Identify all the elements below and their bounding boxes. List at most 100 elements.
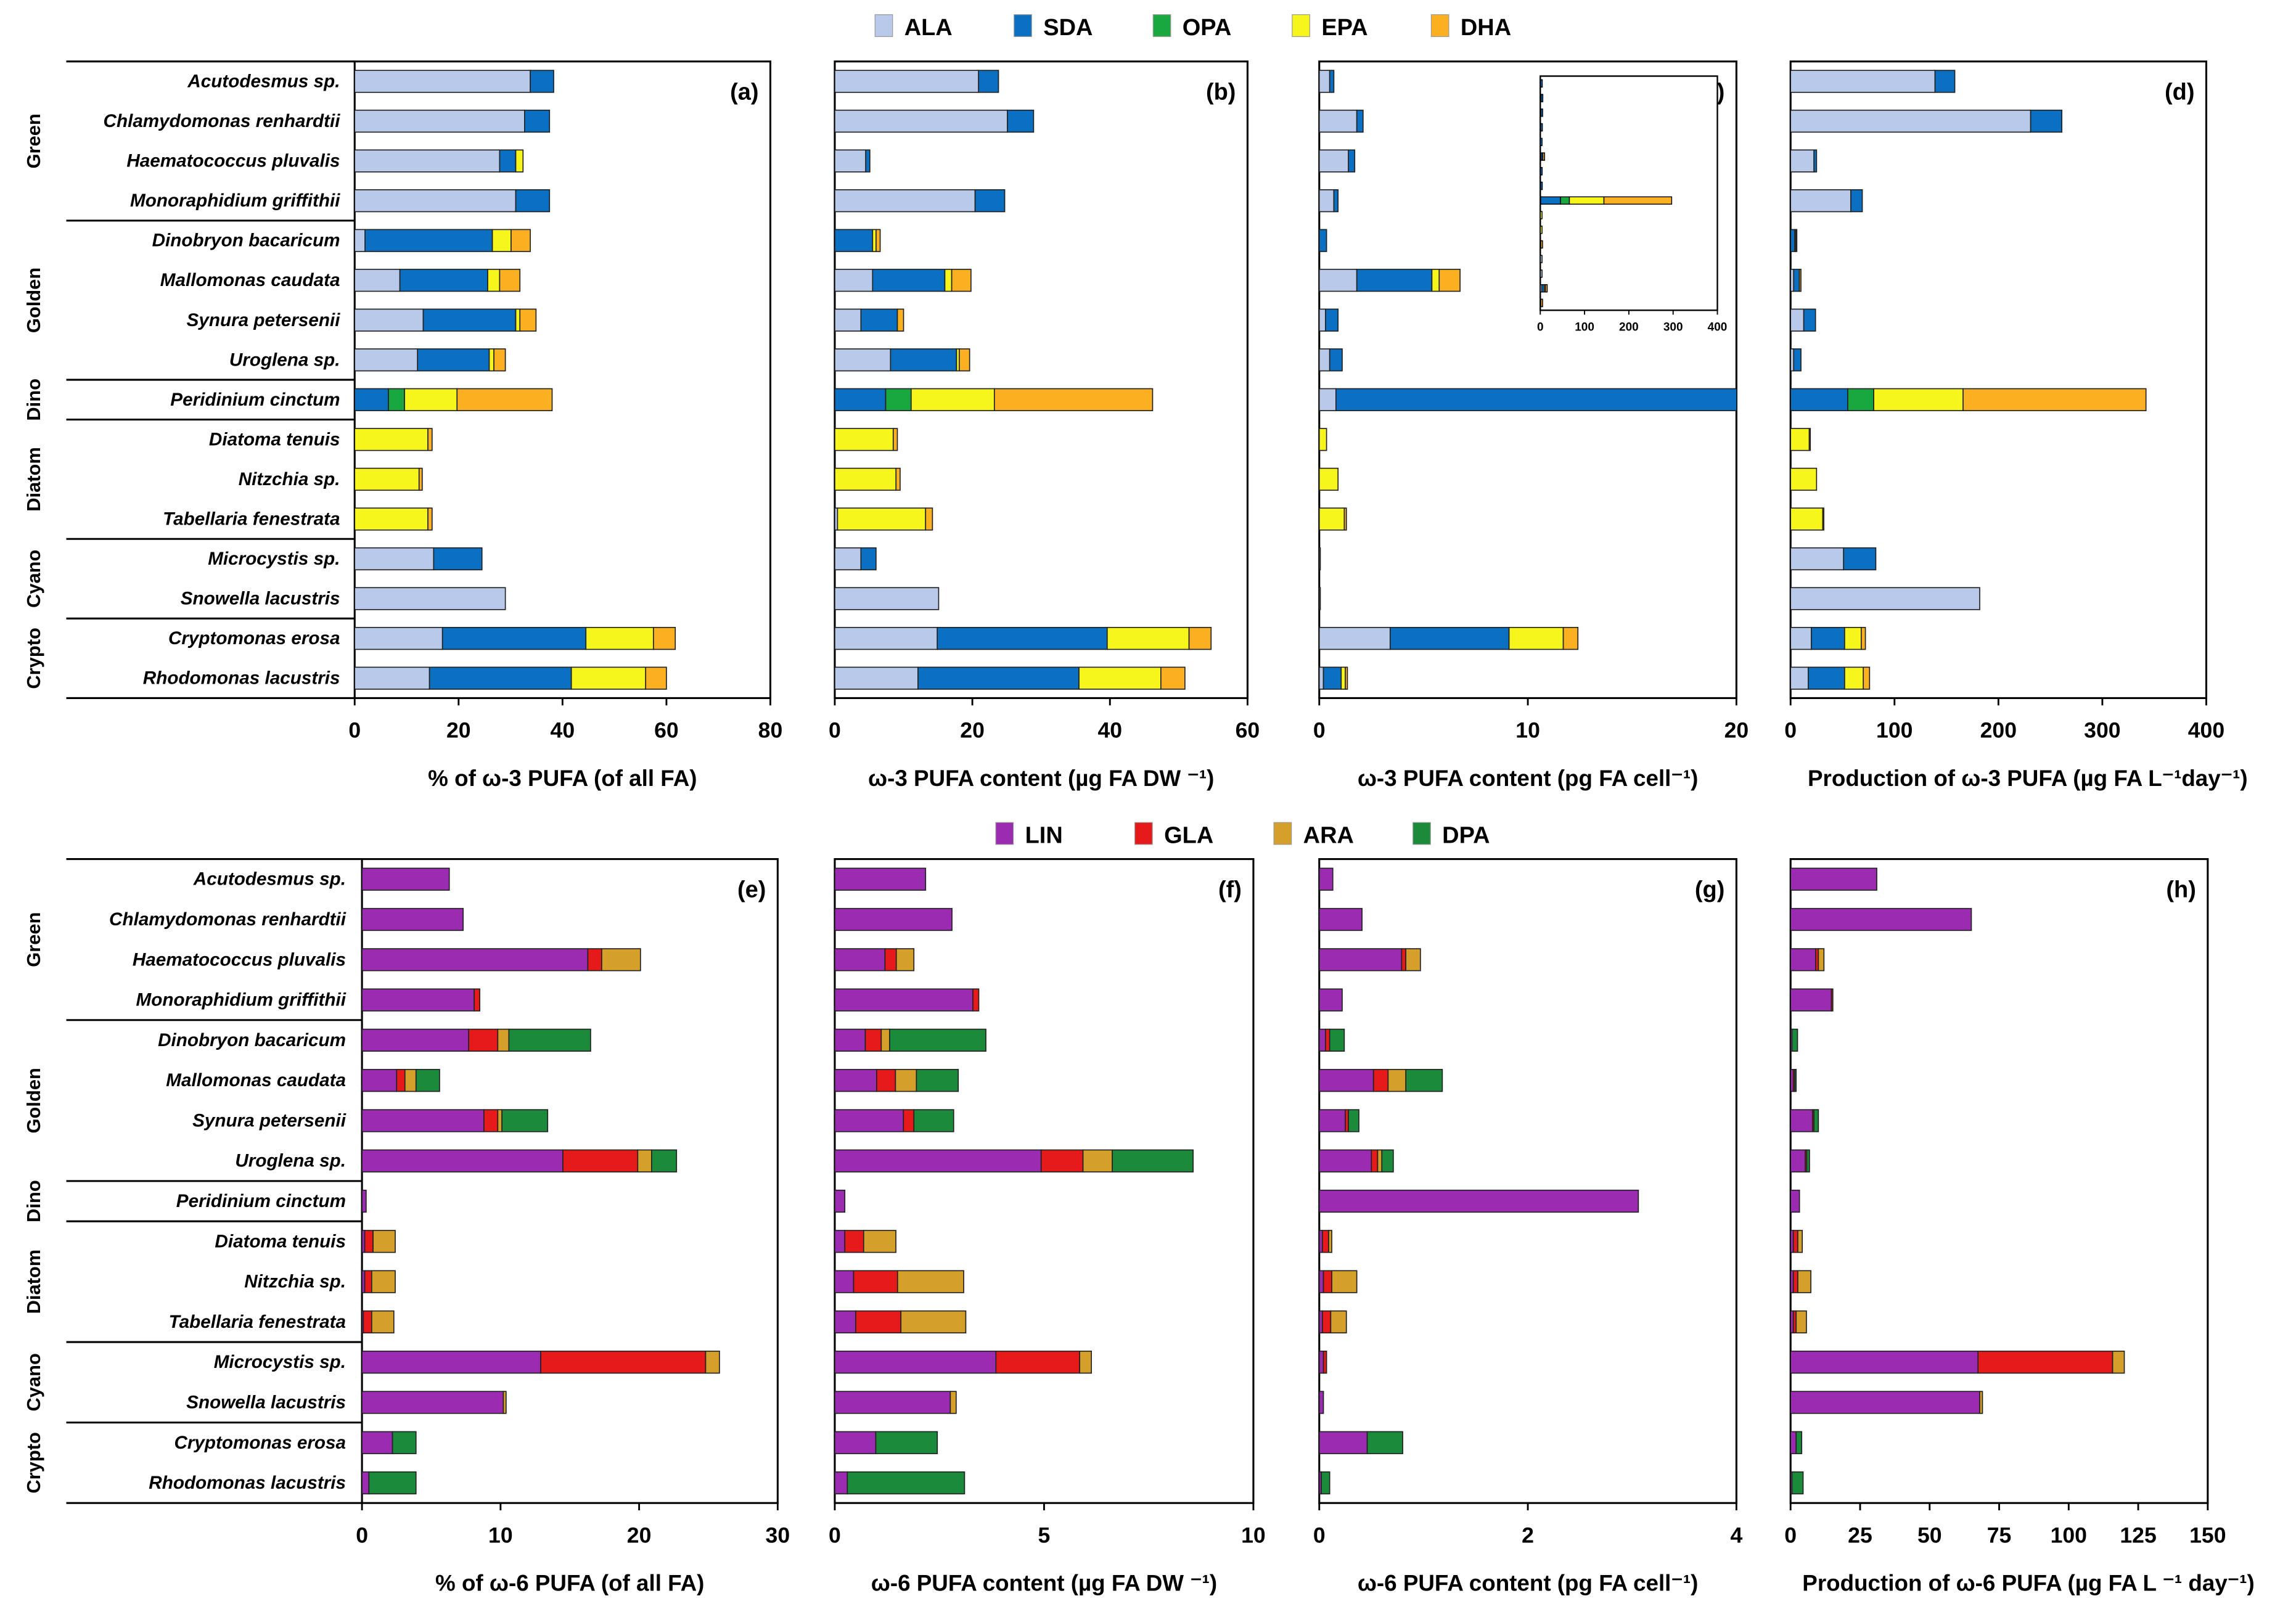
- x-tick-label: 0: [348, 718, 361, 743]
- x-tick-label: 20: [446, 718, 471, 743]
- bar-ala: [1319, 348, 1330, 372]
- bar-lin: [834, 1431, 877, 1454]
- x-axis-label: ω-6 PUFA content (µg FA DW ⁻¹): [871, 1571, 1217, 1596]
- species-label: Dinobryon bacaricum: [152, 231, 340, 251]
- legend-label-lin: LIN: [1025, 822, 1063, 848]
- group-label-cyano: Cyano: [23, 1353, 44, 1411]
- bar-lin: [1319, 1189, 1639, 1213]
- bars: [834, 70, 1212, 690]
- bar-ara: [1795, 1310, 1807, 1334]
- inset-bar-sda: [1540, 137, 1543, 146]
- bar-dha: [892, 428, 898, 451]
- bar-sda: [1325, 308, 1339, 332]
- bar-sda: [1803, 308, 1816, 332]
- bar-gla: [363, 1310, 372, 1334]
- bar-dha: [510, 229, 531, 252]
- bar-epa: [515, 308, 521, 332]
- bar-dpa: [1791, 1028, 1798, 1052]
- bar-ara: [1079, 1351, 1092, 1374]
- species-label: Rhodomonas lacustris: [143, 668, 340, 689]
- bar-ala: [355, 229, 366, 252]
- bar-dha: [959, 348, 970, 372]
- inset-bar-dha: [1540, 240, 1543, 249]
- inset-tick-label: 100: [1575, 321, 1594, 334]
- bars: [1319, 867, 1639, 1495]
- bar-ara: [863, 1230, 896, 1253]
- bar-sda: [834, 388, 887, 411]
- panel-f: 0 5 10 ω-6 PUFA content (µg FA DW ⁻¹) (f): [829, 858, 1266, 1596]
- legend-label-ala: ALA: [904, 15, 953, 41]
- x-tick-label: 0: [1784, 1523, 1797, 1547]
- bar-gla: [468, 1028, 499, 1052]
- inset-bar-epa: [1540, 226, 1543, 234]
- bar-lin: [834, 1028, 866, 1052]
- inset-bar-sda: [1540, 94, 1544, 102]
- group-label-golden: Golden: [23, 268, 44, 333]
- species-label: Rhodomonas lacustris: [149, 1473, 346, 1493]
- bar-sda: [399, 269, 488, 292]
- bar-lin: [362, 1351, 541, 1374]
- bar-ara: [1797, 1270, 1811, 1293]
- bar-sda: [860, 547, 877, 571]
- x-tick-label: 60: [654, 718, 679, 743]
- inset-bar-dha: [1544, 284, 1548, 293]
- bar-ara: [497, 1028, 510, 1052]
- bar-lin: [834, 867, 927, 891]
- bar-ara: [601, 948, 641, 972]
- bar-dha: [645, 666, 667, 690]
- x-axis-label: % of ω-6 PUFA (of all FA): [435, 1571, 704, 1596]
- bar-gla: [1372, 1069, 1389, 1092]
- bar-gla: [364, 1270, 372, 1293]
- inset-bar-ala: [1540, 255, 1543, 263]
- bar-lin: [834, 1230, 846, 1253]
- bar-epa: [1508, 626, 1564, 650]
- legend-swatch-lin: [995, 822, 1014, 845]
- legend-label-opa: OPA: [1183, 15, 1231, 41]
- bar-lin: [1790, 948, 1816, 972]
- bar-gla: [483, 1109, 499, 1132]
- bar-lin: [834, 907, 953, 931]
- species-label: Cryptomonas erosa: [168, 628, 340, 649]
- bar-sda: [417, 348, 490, 372]
- bar-ara: [1818, 948, 1825, 972]
- bar-epa: [491, 229, 512, 252]
- bar-lin: [362, 1028, 470, 1052]
- bar-dha: [875, 229, 881, 252]
- bar-ala: [834, 348, 892, 372]
- bar-gla: [562, 1149, 639, 1172]
- bar-ala: [834, 109, 1008, 133]
- bar-ala: [1319, 269, 1358, 292]
- bar-lin: [1319, 1149, 1372, 1172]
- bar-epa: [585, 626, 654, 650]
- bar-gla: [1322, 1270, 1332, 1293]
- group-label-cyano: Cyano: [23, 550, 44, 608]
- bar-ala: [1790, 626, 1812, 650]
- bar-gla: [884, 948, 897, 972]
- bar-gla: [1322, 1310, 1332, 1334]
- panel-a: 0 20 40 60 80 % of ω-3 PUFA (of all FA) (a): [348, 60, 782, 791]
- bar-dpa: [1321, 1471, 1330, 1495]
- bar-ala: [355, 149, 501, 173]
- bar-ala: [355, 189, 517, 213]
- bar-dha: [1343, 507, 1347, 531]
- species-label: Mallomonas caudata: [166, 1070, 346, 1090]
- bar-sda: [1934, 70, 1956, 93]
- bar-dha: [993, 388, 1154, 411]
- bar-dha: [1795, 229, 1798, 252]
- species-label: Cryptomonas erosa: [174, 1433, 346, 1453]
- bar-ala: [1319, 547, 1321, 571]
- panel-label: (g): [1695, 877, 1724, 902]
- bar-ala: [834, 269, 874, 292]
- x-tick-label: 30: [766, 1523, 790, 1547]
- bar-dha: [951, 269, 972, 292]
- species-label: Monoraphidium griffithii: [136, 990, 346, 1010]
- species-label: Tabellaria fenestrata: [169, 1312, 346, 1332]
- legend-label-epa: EPA: [1321, 15, 1367, 41]
- bar-gla: [995, 1351, 1080, 1374]
- x-tick-label: 4: [1730, 1523, 1742, 1547]
- bar-sda: [499, 149, 517, 173]
- bar-dpa: [1348, 1109, 1359, 1132]
- bar-gla: [1322, 1351, 1327, 1374]
- bar-lin: [362, 1431, 393, 1454]
- x-tick-label: 125: [2120, 1523, 2156, 1547]
